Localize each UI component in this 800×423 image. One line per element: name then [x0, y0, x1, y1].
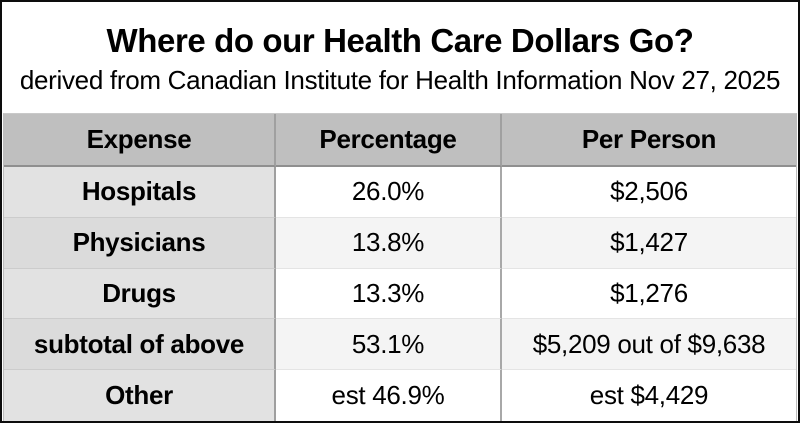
column-header-expense: Expense — [4, 114, 276, 167]
table-cell: est $4,429 — [502, 370, 796, 421]
table-cell: 53.1% — [276, 319, 502, 371]
table-cell: $1,276 — [502, 268, 796, 320]
table-cell: $2,506 — [502, 167, 796, 218]
column-header-per-person: Per Person — [502, 114, 796, 167]
table-cell: 13.3% — [276, 268, 502, 320]
table-cell: $5,209 out of $9,638 — [502, 319, 796, 371]
title-area: Where do our Health Care Dollars Go? der… — [2, 22, 798, 96]
row-label-subtotal: subtotal of above — [4, 319, 276, 371]
page-title: Where do our Health Care Dollars Go? — [106, 22, 694, 59]
table-cell: 26.0% — [276, 167, 502, 218]
page-subtitle: derived from Canadian Institute for Heal… — [19, 65, 781, 96]
row-label-physicians: Physicians — [4, 217, 276, 269]
table-cell: est 46.9% — [276, 370, 502, 421]
column-header-percentage: Percentage — [276, 114, 502, 167]
row-label-other: Other — [4, 370, 276, 421]
expense-table: Expense Percentage Per Person Hospitals … — [3, 113, 797, 421]
table-cell: 13.8% — [276, 217, 502, 269]
table-cell: $1,427 — [502, 217, 796, 269]
row-label-hospitals: Hospitals — [4, 167, 276, 218]
row-label-drugs: Drugs — [4, 268, 276, 320]
